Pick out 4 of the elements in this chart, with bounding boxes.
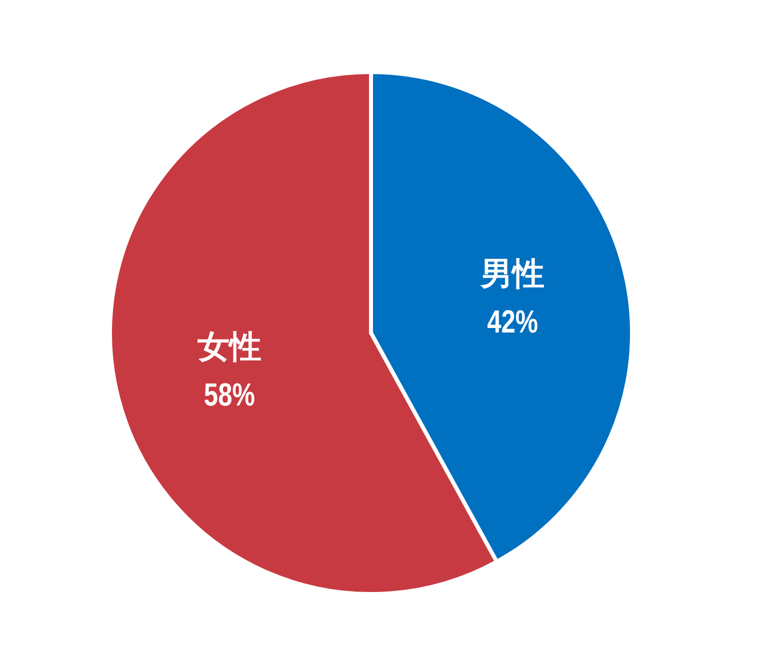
slice-label: 女性 [196,327,262,366]
slice-label: 男性 [480,254,545,293]
data-label: 58% [204,376,268,412]
data-label: 42% [487,304,552,340]
